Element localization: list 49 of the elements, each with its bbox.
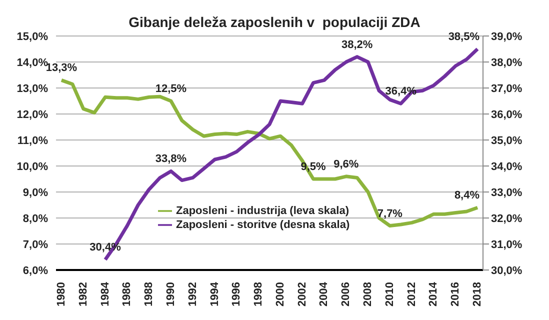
- x-tick-label: 2002: [296, 282, 308, 306]
- x-tick-label: 2016: [450, 282, 462, 306]
- x-tick-label: 2008: [362, 282, 374, 306]
- y2-tick-label: 32,0%: [491, 212, 522, 225]
- x-tick-label: 1998: [252, 282, 265, 306]
- x-tick-label: 1990: [164, 282, 177, 306]
- x-tick-label: 1996: [230, 282, 243, 306]
- data-label: 9,6%: [334, 158, 359, 170]
- y-tick-label: 7,0%: [22, 238, 48, 251]
- y-tick-label: 11,0%: [17, 134, 48, 147]
- y-tick-label: 14,0%: [16, 56, 48, 69]
- legend-label: Zaposleni - industrija (leva skala): [176, 204, 349, 217]
- x-tick-label: 1980: [55, 282, 68, 306]
- x-tick-label: 2000: [274, 282, 286, 306]
- y2-tick-label: 31,0%: [491, 238, 522, 251]
- y2-tick-label: 33,0%: [491, 186, 522, 199]
- y2-tick-label: 39,0%: [491, 30, 522, 43]
- y-tick-label: 9,0%: [22, 186, 48, 199]
- x-tick-label: 1986: [121, 282, 134, 306]
- x-tick-label: 1992: [186, 282, 199, 306]
- y-tick-label: 10,0%: [16, 160, 48, 173]
- data-label: 33,8%: [155, 153, 187, 166]
- y2-tick-label: 37,0%: [491, 82, 522, 95]
- x-tick-label: 2006: [340, 282, 352, 306]
- data-label: 38,5%: [448, 31, 480, 43]
- data-label: 12,5%: [155, 83, 187, 95]
- legend-label: Zaposleni - storitve (desna skala): [176, 218, 350, 231]
- x-tick-label: 2014: [428, 281, 440, 306]
- x-tick-label: 2018: [472, 282, 484, 306]
- x-tick-label: 2004: [318, 281, 330, 306]
- x-tick-label: 2010: [384, 282, 396, 306]
- chart-title: Gibanje deleža zaposlenih v populaciji ZDA: [128, 14, 422, 30]
- x-tick-label: 1982: [77, 282, 90, 306]
- y2-tick-label: 30,0%: [491, 264, 522, 277]
- y-tick-label: 15,0%: [16, 30, 48, 43]
- x-tick-label: 2012: [406, 282, 418, 306]
- x-tick-label: 1994: [208, 281, 221, 306]
- y-tick-label: 6,0%: [22, 264, 48, 277]
- y2-tick-label: 38,0%: [491, 56, 522, 69]
- y-tick-label: 12,0%: [16, 108, 48, 121]
- y2-tick-label: 36,0%: [491, 108, 522, 121]
- y2-tick-label: 34,0%: [491, 160, 522, 173]
- y2-tick-label: 35,0%: [491, 134, 522, 147]
- x-tick-label: 1988: [143, 282, 156, 306]
- x-tick-label: 1984: [99, 281, 112, 306]
- data-label: 38,2%: [341, 38, 373, 51]
- y-tick-label: 13,0%: [16, 82, 48, 95]
- data-label: 8,4%: [454, 190, 480, 202]
- y-tick-label: 8,0%: [22, 212, 48, 225]
